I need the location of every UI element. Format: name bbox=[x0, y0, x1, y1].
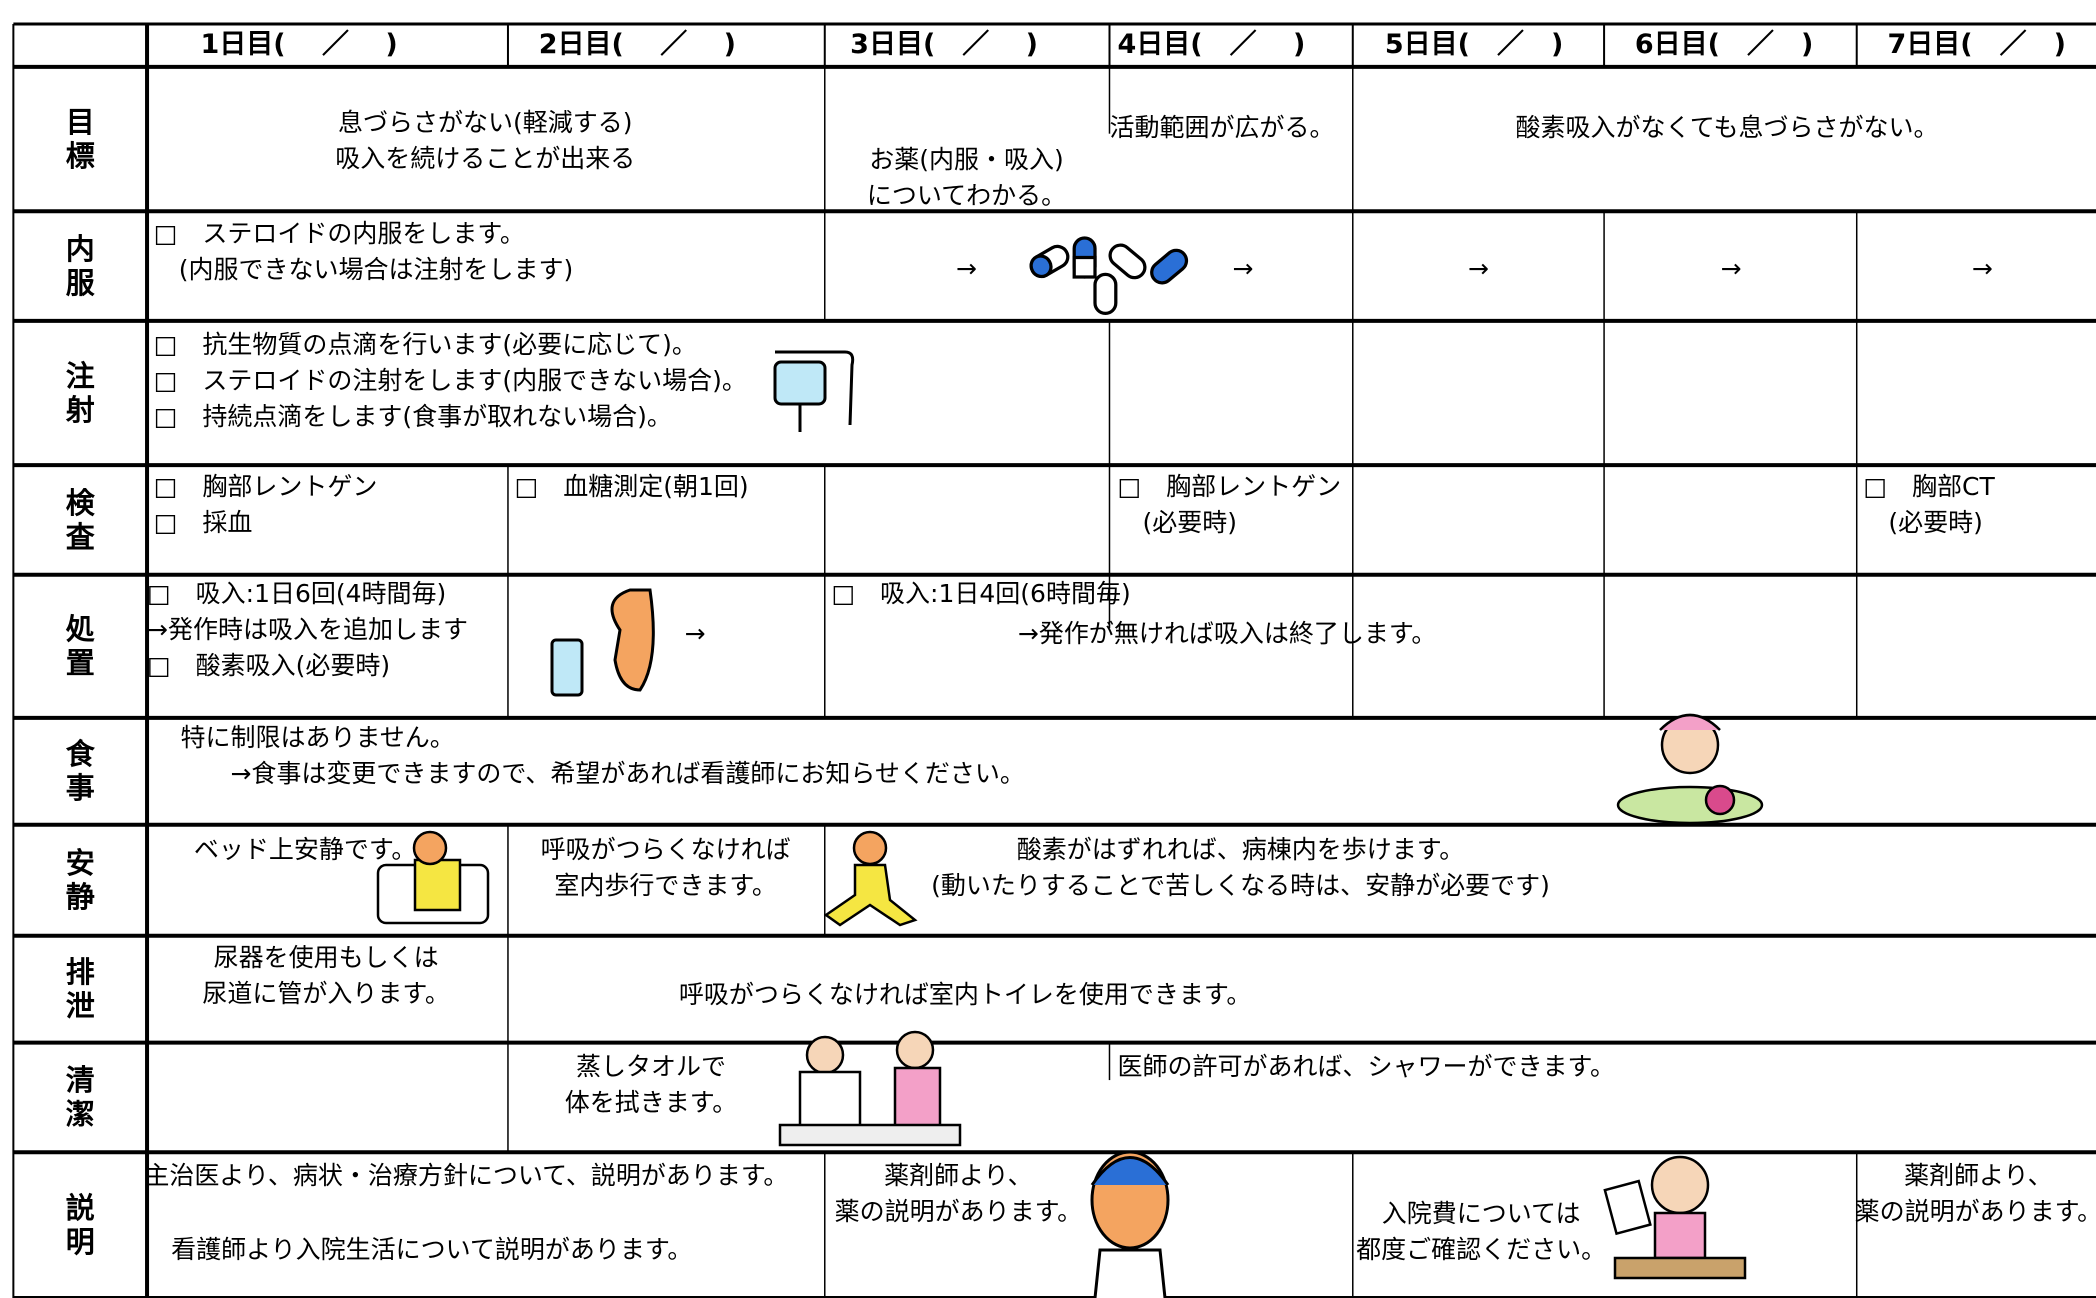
cell-text: □ 胸部CT (必要時) bbox=[1863, 471, 1995, 537]
cell-text: 呼吸がつらくなければ室内トイレを使用できます。 bbox=[678, 979, 1252, 1009]
cell-text: 活動範囲が広がる。 bbox=[1109, 113, 1335, 143]
day-header: 4日目( ／ ) bbox=[1117, 29, 1306, 61]
cell-text: 薬剤師より、 薬の説明があります。 bbox=[834, 1161, 1083, 1227]
cell-text: 医師の許可があれば、シャワーができます。 bbox=[1117, 1051, 1616, 1081]
cell-text: 尿器を使用もしくは 尿道に管が入ります。 bbox=[202, 943, 450, 1009]
cell-text: □ 抗生物質の点滴を行います(必要に応じて)。 □ ステロイドの注射をします(内… bbox=[153, 329, 747, 431]
cell-text: 入院費については 都度ご確認ください。 bbox=[1356, 1198, 1607, 1264]
cell-text: → bbox=[955, 253, 977, 283]
cell-text: → bbox=[1467, 253, 1489, 283]
cell-text: □ 吸入:1日6回(4時間毎) →発作時は吸入を追加します □ 酸素吸入(必要時… bbox=[147, 578, 468, 680]
cell-text: → bbox=[1720, 253, 1742, 283]
cell-text: 主治医より、病状・治療方針について、説明があります。 bbox=[144, 1161, 789, 1191]
row-label: 説明 bbox=[65, 1191, 95, 1260]
day-header: 3日目( ／ ) bbox=[850, 29, 1039, 61]
day-header: 7日目( ／ ) bbox=[1887, 29, 2066, 61]
row-label: 食事 bbox=[65, 737, 95, 806]
cell-text: □ 胸部レントゲン (必要時) bbox=[1117, 471, 1342, 537]
cell-text: □ 吸入:1日4回(6時間毎) bbox=[831, 578, 1131, 608]
cell-text: → bbox=[684, 618, 706, 648]
day-header: 5日目( ／ ) bbox=[1384, 29, 1564, 61]
day-header: 1日目( ／ ) bbox=[200, 29, 398, 61]
illustrations bbox=[376, 236, 1764, 1298]
cell-text: 薬剤師より、 薬の説明があります。 bbox=[1854, 1161, 2096, 1227]
cell-text: □ ステロイドの内服をします。 (内服できない場合は注射をします) bbox=[153, 218, 574, 284]
cell-text: → bbox=[1232, 253, 1254, 283]
cell-text: → bbox=[1971, 253, 1993, 283]
row-label: 排泄 bbox=[65, 955, 95, 1024]
row-label: 清潔 bbox=[65, 1063, 95, 1132]
cell-text: →発作が無ければ吸入は終了します。 bbox=[1017, 618, 1437, 648]
row-label: 目標 bbox=[65, 105, 95, 174]
cell-text: 特に制限はありません。 →食事は変更できますので、希望があれば看護師にお知らせく… bbox=[180, 722, 1025, 788]
cell-text: 呼吸がつらくなければ 室内歩行できます。 bbox=[540, 835, 791, 901]
cell-text: ベッド上安静です。 bbox=[193, 835, 417, 865]
day-header: 6日目( ／ ) bbox=[1634, 29, 1814, 61]
row-label: 安静 bbox=[65, 846, 95, 915]
cell-text: 看護師より入院生活について説明があります。 bbox=[171, 1234, 693, 1264]
day-header: 2日目( ／ ) bbox=[538, 29, 736, 61]
cell-text: 蒸しタオルで 体を拭きます。 bbox=[564, 1051, 738, 1117]
cell-text: 酸素がはずれれば、病棟内を歩けます。 (動いたりすることで苦しくなる時は、安静が… bbox=[931, 835, 1550, 901]
row-label: 処置 bbox=[65, 612, 95, 681]
cell-text: □ 血糖測定(朝1回) bbox=[514, 471, 749, 501]
cell-text: 酸素吸入がなくても息づらさがない。 bbox=[1515, 113, 1939, 143]
cell-text: 息づらさがない(軽減する) 吸入を続けることが出来る bbox=[335, 107, 636, 173]
cell-text: お薬(内服・吸入) についてわかる。 bbox=[866, 145, 1067, 211]
row-label: 検査 bbox=[65, 485, 95, 554]
cell-text: □ 胸部レントゲン □ 採血 bbox=[153, 471, 378, 537]
row-label: 内服 bbox=[65, 232, 95, 300]
row-label: 注射 bbox=[65, 359, 95, 427]
